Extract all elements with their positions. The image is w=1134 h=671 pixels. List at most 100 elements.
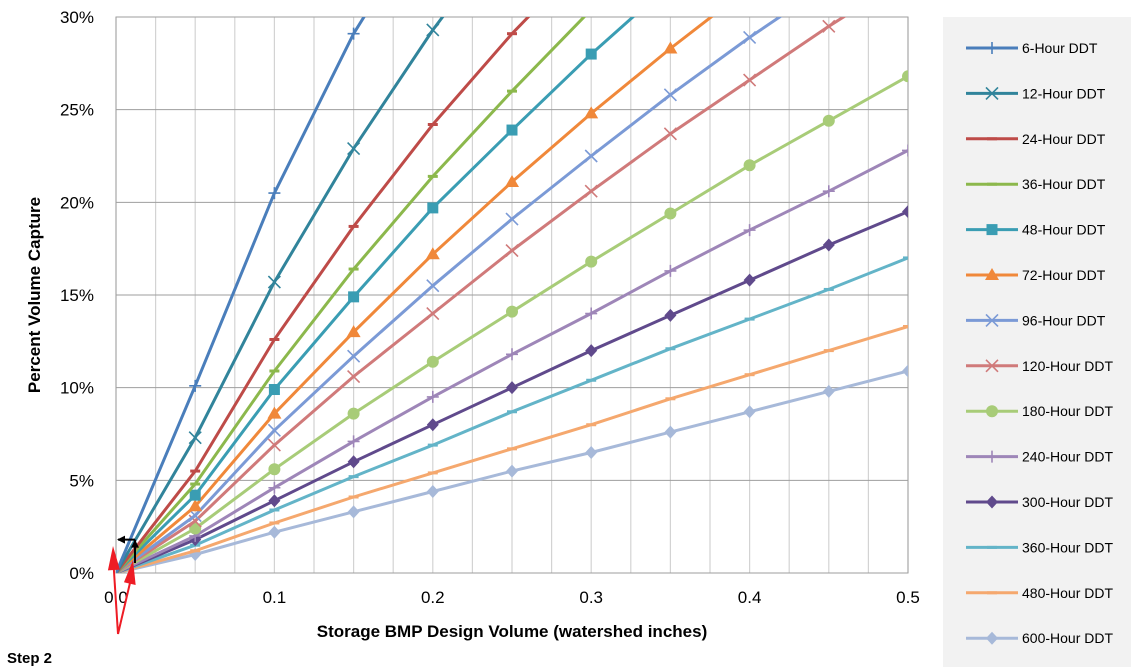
data-point — [986, 42, 998, 54]
data-point — [902, 144, 908, 157]
y-tick-label: 15% — [60, 286, 94, 305]
data-point — [743, 405, 756, 419]
data-point — [664, 308, 677, 322]
data-point — [347, 407, 360, 420]
data-point — [426, 390, 439, 403]
data-point — [425, 247, 440, 260]
data-point — [189, 522, 202, 535]
data-point — [426, 23, 440, 37]
data-point — [268, 384, 280, 396]
data-point — [986, 405, 998, 418]
red-arrowhead — [107, 546, 120, 571]
data-point — [506, 348, 518, 361]
data-point — [506, 464, 518, 478]
series-48-hour-ddt — [116, 17, 636, 573]
data-point — [347, 349, 361, 363]
legend-item: 480-Hour DDT — [966, 585, 1113, 601]
legend-item: 120-Hour DDT — [966, 358, 1113, 374]
data-point — [267, 438, 281, 452]
series-480-hour-ddt — [116, 325, 908, 573]
x-tick-label: 0.2 — [421, 588, 445, 607]
data-point — [189, 379, 202, 392]
legend-label: 120-Hour DDT — [1022, 358, 1113, 374]
data-point — [189, 489, 201, 501]
data-point — [743, 73, 757, 87]
data-point — [664, 425, 677, 439]
legend-item: 72-Hour DDT — [966, 267, 1106, 283]
data-point — [267, 423, 281, 437]
y-tick-label: 20% — [60, 193, 94, 212]
data-point — [743, 273, 756, 287]
legend-label: 360-Hour DDT — [1022, 539, 1113, 555]
data-point — [986, 224, 998, 236]
data-point — [268, 525, 281, 539]
bracket-arrowhead-up — [131, 539, 140, 548]
legend-label: 96-Hour DDT — [1022, 312, 1106, 328]
series-lines — [116, 17, 908, 573]
legend-item: 24-Hour DDT — [966, 131, 1106, 147]
grid — [115, 16, 909, 574]
data-point — [505, 243, 519, 258]
data-point — [743, 224, 756, 237]
series-300-hour-ddt — [116, 205, 908, 573]
data-point — [347, 455, 360, 469]
series-180-hour-ddt — [116, 70, 908, 573]
data-point — [347, 369, 361, 384]
series-240-hour-ddt — [116, 144, 908, 573]
annotations — [107, 535, 140, 635]
data-point — [506, 124, 518, 136]
data-point — [267, 406, 282, 419]
legend-item: 360-Hour DDT — [966, 539, 1113, 555]
series-24-hour-ddt — [116, 17, 531, 573]
data-point — [985, 313, 999, 327]
series-line — [116, 17, 783, 573]
y-tick-label: 0% — [69, 564, 94, 583]
plot-frame — [115, 16, 909, 574]
legend-label: 180-Hour DDT — [1022, 403, 1113, 419]
data-point — [426, 484, 439, 498]
data-point — [267, 275, 281, 289]
data-point — [584, 184, 598, 198]
series-96-hour-ddt — [116, 17, 783, 573]
legend-label: 6-Hour DDT — [1022, 40, 1098, 56]
legend-label: 12-Hour DDT — [1022, 85, 1106, 101]
y-tick-label: 25% — [60, 101, 94, 120]
data-point — [985, 359, 999, 373]
data-point — [347, 142, 361, 156]
data-point — [188, 499, 203, 512]
series-36-hour-ddt — [116, 17, 587, 573]
legend-item: 180-Hour DDT — [966, 403, 1113, 419]
data-point — [426, 355, 439, 368]
legend-label: 24-Hour DDT — [1022, 131, 1106, 147]
series-6-hour-ddt — [116, 17, 366, 573]
data-point — [268, 481, 281, 494]
data-point — [986, 631, 998, 645]
data-point — [663, 127, 677, 141]
data-point — [348, 291, 360, 303]
x-tick-label: 0.1 — [263, 588, 287, 607]
y-axis-ticks: 0% 5% 10% 15% 20% 25% 30% — [60, 8, 94, 583]
data-point — [663, 88, 677, 102]
data-point — [426, 279, 440, 293]
legend-item: 96-Hour DDT — [966, 312, 1106, 328]
data-point — [664, 207, 677, 220]
bracket-arrowhead-left — [117, 535, 125, 544]
series-12-hour-ddt — [116, 17, 445, 573]
series-line — [116, 17, 445, 573]
x-tick-label: 0.4 — [738, 588, 762, 607]
data-point — [585, 307, 598, 320]
y-tick-label: 30% — [60, 8, 94, 27]
data-point — [426, 306, 440, 321]
data-point — [902, 70, 908, 83]
data-point — [585, 48, 597, 60]
data-point — [584, 149, 598, 163]
data-point — [585, 344, 598, 358]
data-point — [506, 305, 518, 318]
series-line — [116, 17, 636, 573]
data-point — [268, 494, 281, 508]
data-point — [347, 27, 360, 40]
data-point — [986, 450, 998, 463]
legend-label: 72-Hour DDT — [1022, 267, 1106, 283]
data-point — [188, 431, 202, 445]
